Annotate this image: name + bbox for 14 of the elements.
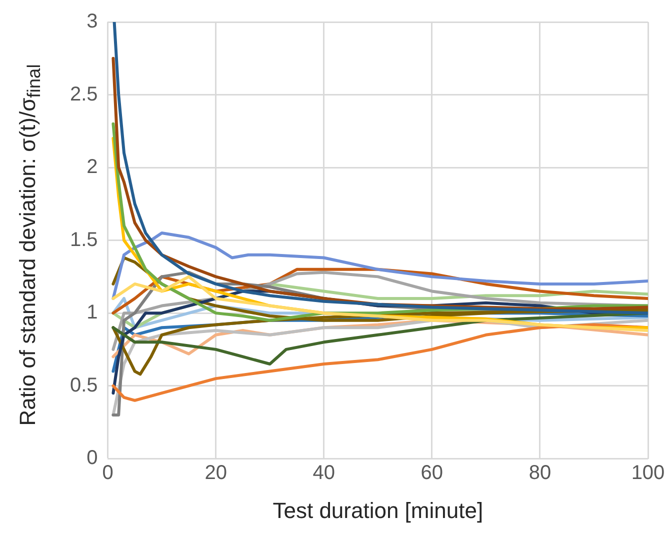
x-tick-label: 80 xyxy=(528,462,552,484)
x-tick-label: 60 xyxy=(420,462,444,484)
y-tick-label: 0 xyxy=(86,447,98,470)
x-tick-label: 100 xyxy=(631,462,665,484)
x-tick-label: 20 xyxy=(204,462,227,484)
y-tick-label: 1.5 xyxy=(70,228,98,251)
y-tick-label: 2.5 xyxy=(70,83,98,106)
x-tick-label: 40 xyxy=(312,462,336,484)
x-axis-title: Test duration [minute] xyxy=(272,498,484,523)
y-tick-label: 2 xyxy=(86,156,98,178)
y-tick-label: 3 xyxy=(86,10,98,33)
y-tick-label: 1 xyxy=(86,302,98,324)
x-tick-label: 0 xyxy=(102,462,114,484)
y-tick-label: 0.5 xyxy=(70,374,98,396)
